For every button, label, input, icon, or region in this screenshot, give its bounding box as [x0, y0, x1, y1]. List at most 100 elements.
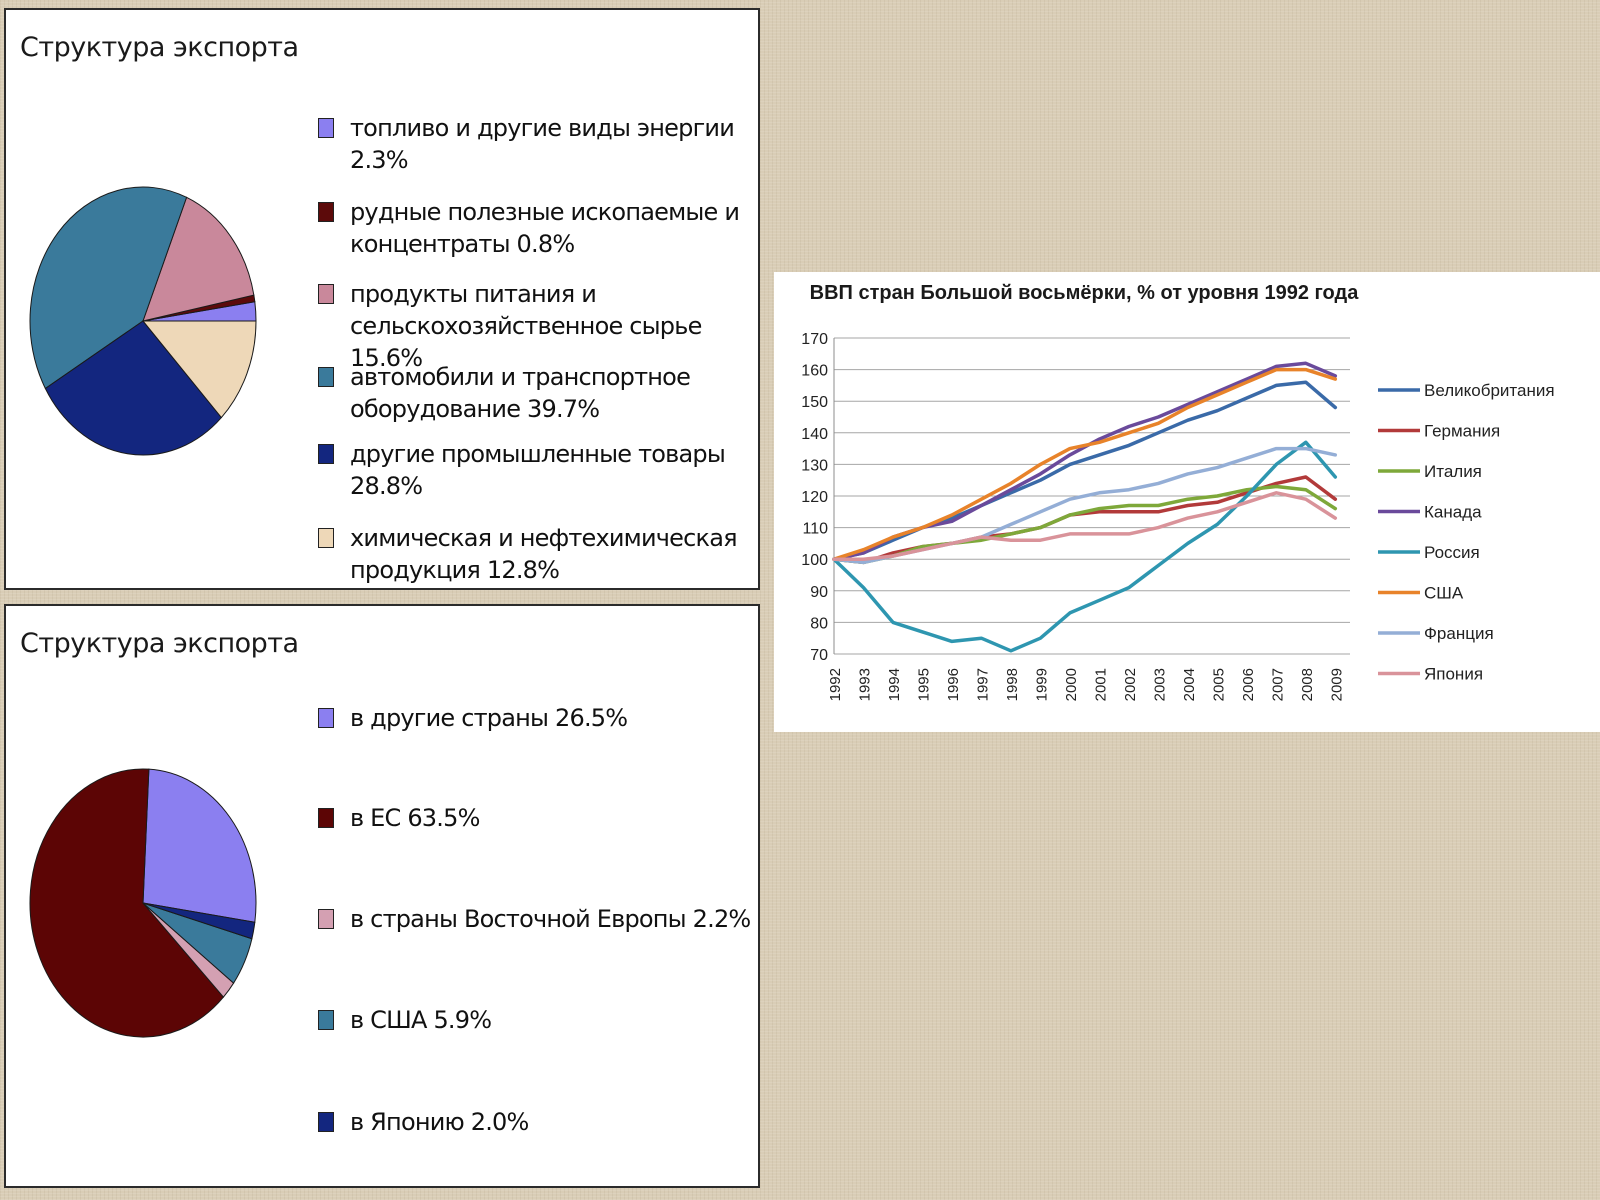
legend-label-text: рудные полезные ископаемые и концентраты [350, 198, 740, 258]
legend-value: 2.3% [350, 146, 409, 174]
legend-label: автомобили и транспортное оборудование 3… [318, 361, 758, 425]
pie-slice [44, 320, 223, 456]
x-tick-label: 1993 [857, 668, 874, 701]
legend-label-text: в другие страны [350, 704, 555, 732]
pie-chart-2 [29, 768, 257, 1038]
y-tick-label: 80 [810, 615, 828, 632]
pie-title: Структура экспорта [20, 32, 299, 63]
legend-item: другие промышленные товары 28.8% [318, 438, 758, 502]
x-tick-label: 1994 [886, 668, 903, 701]
legend-label: в ЕС 63.5% [318, 802, 758, 834]
legend-label: Великобритания [1424, 381, 1555, 400]
legend-value: 15.6% [350, 344, 423, 372]
legend-value: 2.0% [470, 1108, 530, 1136]
y-tick-label: 120 [801, 489, 828, 506]
legend-swatch [318, 1010, 334, 1030]
legend-item: в США 5.9% [318, 1004, 758, 1036]
legend-swatch [318, 909, 334, 929]
pie-slice [142, 196, 255, 322]
line-chart-title: ВВП стран Большой восьмёрки, % от уровня… [809, 282, 1359, 304]
export-structure-pie-panel-1: Структура экспорта топливо и другие виды… [4, 8, 760, 590]
legend-value: 0.8% [516, 230, 576, 258]
legend-swatch [318, 1112, 334, 1132]
series-line [832, 491, 1338, 561]
legend-label-text: в ЕС [350, 804, 408, 832]
legend-item: топливо и другие виды энергии 2.3% [318, 112, 758, 176]
y-tick-label: 170 [801, 331, 828, 348]
x-tick-label: 2003 [1151, 668, 1168, 701]
series-line [832, 440, 1338, 653]
legend-swatch [318, 528, 334, 548]
legend-swatch [318, 202, 334, 222]
legend-swatch [318, 444, 334, 464]
x-tick-label: 1996 [945, 668, 962, 701]
legend-label-text: продукты питания и сельскохозяйственное … [350, 280, 702, 340]
pie-slice [141, 320, 257, 419]
legend-label: рудные полезные ископаемые и концентраты… [318, 196, 758, 260]
legend-label-text: химическая и нефтехимическая продукция [350, 524, 738, 584]
legend-item: продукты питания и сельскохозяйственное … [318, 278, 758, 374]
legend-label-text: автомобили и транспортное оборудование [350, 363, 691, 423]
legend-label: продукты питания и сельскохозяйственное … [318, 278, 758, 374]
x-tick-label: 2000 [1063, 668, 1080, 701]
x-tick-label: 2009 [1328, 668, 1345, 701]
export-structure-pie-panel-2: Структура экспорта в другие страны 26.5%… [4, 604, 760, 1188]
legend-label: США [1424, 584, 1464, 603]
y-tick-label: 110 [802, 521, 828, 538]
pie-title: Структура экспорта [20, 628, 299, 659]
legend-value: 28.8% [350, 472, 423, 500]
legend-label: в страны Восточной Европы 2.2% [318, 903, 758, 935]
y-tick-label: 90 [810, 584, 828, 601]
legend-swatch [318, 118, 334, 138]
x-tick-label: 1995 [916, 668, 933, 701]
series-line [832, 446, 1338, 565]
legend-label: топливо и другие виды энергии 2.3% [318, 112, 758, 176]
x-tick-label: 2007 [1269, 668, 1286, 701]
y-tick-label: 150 [801, 394, 828, 411]
x-tick-label: 2004 [1181, 668, 1198, 701]
x-tick-label: 2008 [1299, 668, 1316, 701]
legend-label: в Японию 2.0% [318, 1106, 758, 1138]
x-tick-label: 2001 [1092, 668, 1109, 701]
pie-chart-1 [29, 186, 257, 456]
legend-label: в США 5.9% [318, 1004, 758, 1036]
legend-label: Япония [1424, 665, 1483, 684]
pie-slice [29, 768, 225, 1038]
legend-value: 5.9% [433, 1006, 492, 1034]
legend-label-text: другие промышленные товары [350, 440, 726, 468]
pie-slice [142, 902, 256, 940]
y-tick-label: 160 [801, 363, 828, 380]
legend-value: 63.5% [407, 804, 480, 832]
y-tick-label: 140 [801, 426, 828, 443]
legend-item: в Японию 2.0% [318, 1106, 758, 1138]
pie-slice [142, 768, 257, 923]
legend-item: автомобили и транспортное оборудование 3… [318, 361, 758, 425]
legend-swatch [318, 284, 334, 304]
x-tick-label: 2006 [1240, 668, 1257, 701]
legend-swatch [318, 708, 334, 728]
gdp-line-chart-panel: ВВП стран Большой восьмёрки, % от уровня… [774, 272, 1600, 732]
x-tick-label: 1992 [827, 668, 844, 701]
y-tick-label: 130 [801, 457, 828, 474]
legend-value: 2.2% [692, 905, 752, 933]
x-tick-label: 1997 [974, 668, 991, 701]
legend-item: в ЕС 63.5% [318, 802, 758, 834]
legend-swatch [318, 367, 334, 387]
legend-label: другие промышленные товары 28.8% [318, 438, 758, 502]
legend-label-text: в Японию [350, 1108, 471, 1136]
legend-item: в страны Восточной Европы 2.2% [318, 903, 758, 935]
legend-item: в другие страны 26.5% [318, 702, 758, 734]
x-tick-label: 2002 [1122, 668, 1139, 701]
x-tick-label: 2005 [1210, 668, 1227, 701]
legend-label: Россия [1424, 543, 1480, 562]
legend-label: химическая и нефтехимическая продукция 1… [318, 522, 758, 586]
legend-label-text: в страны Восточной Европы [350, 905, 693, 933]
legend-label: Канада [1424, 503, 1482, 522]
legend-label-text: топливо и другие виды энергии [350, 114, 735, 142]
legend-item: химическая и нефтехимическая продукция 1… [318, 522, 758, 586]
y-tick-label: 100 [801, 552, 828, 569]
legend-item: рудные полезные ископаемые и концентраты… [318, 196, 758, 260]
legend-label: Франция [1424, 624, 1494, 643]
x-tick-label: 1998 [1004, 668, 1021, 701]
legend-label: Германия [1424, 422, 1500, 441]
